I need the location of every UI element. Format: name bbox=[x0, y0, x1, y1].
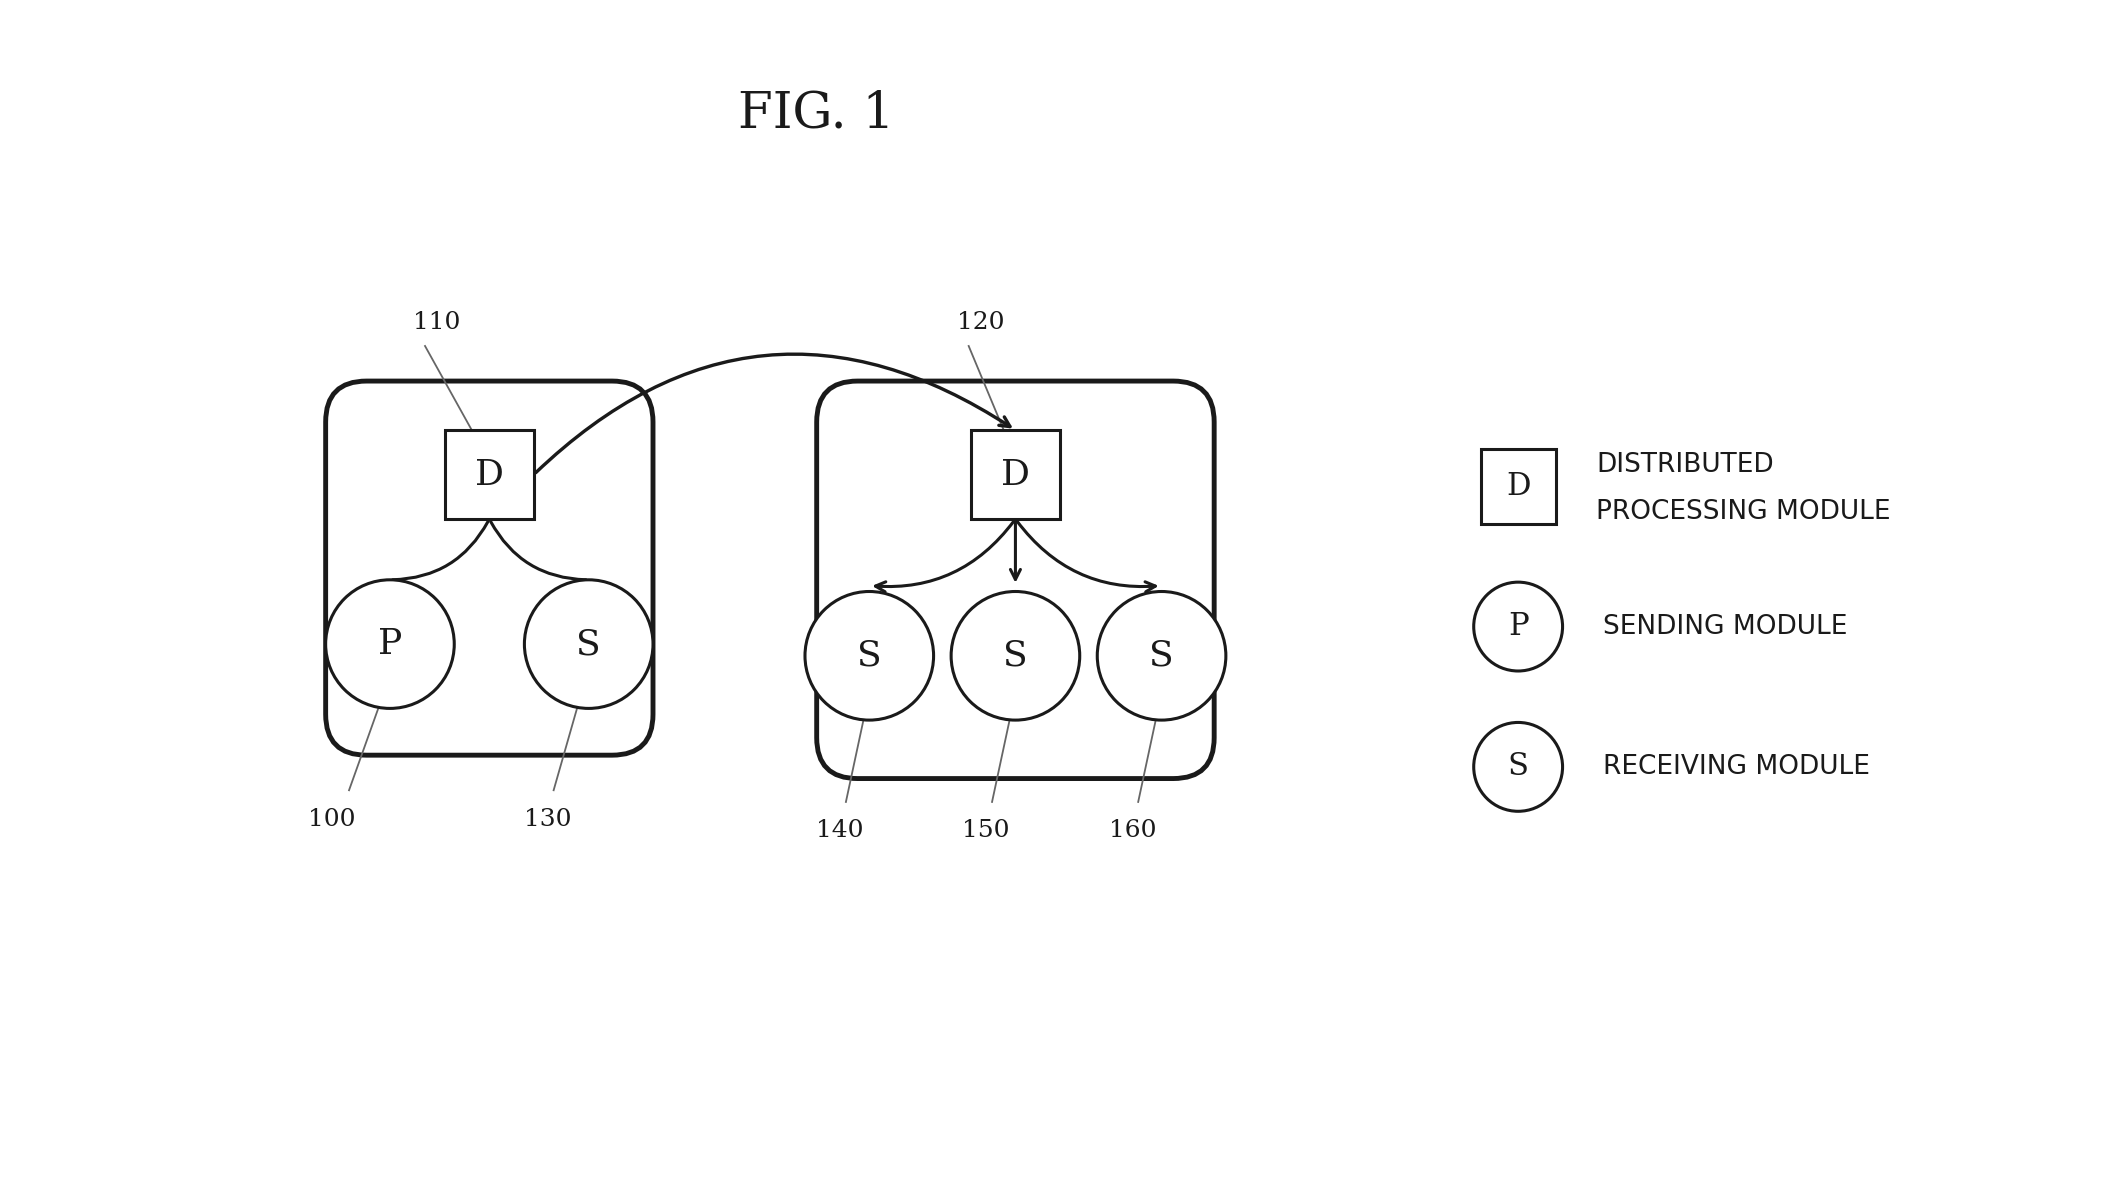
Text: 120: 120 bbox=[956, 311, 1004, 335]
Text: S: S bbox=[576, 627, 601, 661]
Text: 160: 160 bbox=[1109, 820, 1156, 842]
Text: 130: 130 bbox=[523, 808, 571, 830]
Text: S: S bbox=[1002, 639, 1027, 673]
Text: P: P bbox=[1509, 612, 1530, 642]
FancyBboxPatch shape bbox=[445, 431, 534, 519]
Text: 100: 100 bbox=[307, 808, 355, 830]
Text: PROCESSING MODULE: PROCESSING MODULE bbox=[1597, 499, 1891, 525]
Text: S: S bbox=[1509, 751, 1530, 782]
Text: 150: 150 bbox=[962, 820, 1011, 842]
Text: S: S bbox=[1149, 639, 1174, 673]
Circle shape bbox=[525, 580, 653, 709]
Text: S: S bbox=[857, 639, 882, 673]
Text: 110: 110 bbox=[414, 311, 460, 335]
Text: D: D bbox=[1000, 458, 1029, 492]
Text: SENDING MODULE: SENDING MODULE bbox=[1603, 614, 1849, 640]
Text: D: D bbox=[475, 458, 504, 492]
Text: DISTRIBUTED: DISTRIBUTED bbox=[1597, 452, 1773, 478]
Text: FIG. 1: FIG. 1 bbox=[737, 89, 895, 138]
Circle shape bbox=[952, 592, 1080, 720]
Circle shape bbox=[805, 592, 933, 720]
FancyBboxPatch shape bbox=[971, 431, 1059, 519]
FancyBboxPatch shape bbox=[326, 381, 653, 755]
FancyBboxPatch shape bbox=[1481, 448, 1555, 524]
FancyBboxPatch shape bbox=[817, 381, 1214, 778]
Circle shape bbox=[326, 580, 454, 709]
Circle shape bbox=[1473, 723, 1563, 812]
Text: 140: 140 bbox=[817, 820, 864, 842]
Text: P: P bbox=[378, 627, 401, 661]
Text: D: D bbox=[1506, 471, 1530, 502]
Text: RECEIVING MODULE: RECEIVING MODULE bbox=[1603, 754, 1870, 780]
Circle shape bbox=[1473, 582, 1563, 671]
Circle shape bbox=[1097, 592, 1225, 720]
